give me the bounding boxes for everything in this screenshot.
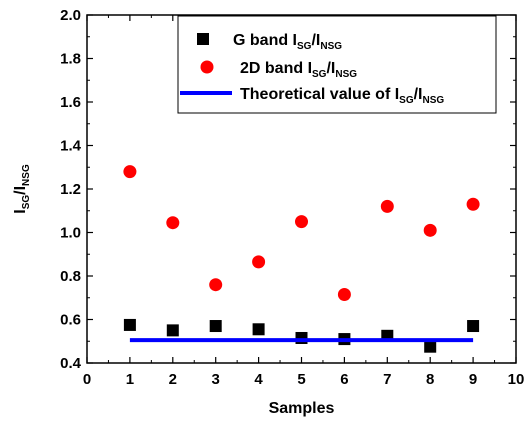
x-tick-label: 7 bbox=[383, 371, 391, 388]
legend-label-2d-band: 2D band ISG/INSG bbox=[240, 60, 357, 80]
2d-band-point bbox=[252, 255, 266, 269]
legend: G band ISG/INSG 2D band ISG/INSG Theoret… bbox=[177, 15, 497, 114]
x-tick-label: 0 bbox=[83, 371, 91, 388]
plot-area bbox=[123, 165, 480, 353]
x-tick-label: 8 bbox=[426, 371, 434, 388]
legend-box bbox=[177, 15, 497, 114]
y-axis-title: ISG/INSG bbox=[12, 164, 32, 214]
y-tick-label: 1.4 bbox=[60, 138, 82, 155]
2d-band-point bbox=[209, 278, 223, 292]
y-tick-label: 1.6 bbox=[60, 94, 81, 111]
g-band-point bbox=[252, 323, 265, 336]
x-tick-label: 5 bbox=[297, 371, 305, 388]
y-tick-label: 0.8 bbox=[60, 268, 81, 285]
2d-band-point bbox=[423, 223, 437, 237]
y-axis-title-main: I bbox=[12, 209, 29, 213]
legend-label-g-band: G band ISG/INSG bbox=[233, 32, 342, 52]
y-tick-label: 1.2 bbox=[60, 181, 81, 198]
y-tick-label: 1.8 bbox=[60, 51, 81, 68]
2d-band-point bbox=[166, 216, 180, 230]
y-tick-label: 1.0 bbox=[60, 225, 81, 242]
x-tick-label: 10 bbox=[508, 371, 525, 388]
2d-band-point bbox=[380, 199, 394, 213]
y-tick-label: 0.6 bbox=[60, 312, 81, 329]
2d-band-point bbox=[123, 165, 137, 179]
y-axis-title-sub2: NSG bbox=[21, 164, 32, 186]
x-tick-label: 4 bbox=[254, 371, 263, 388]
g-band-point bbox=[424, 340, 437, 353]
x-tick-label: 3 bbox=[212, 371, 220, 388]
legend-circle-marker bbox=[200, 60, 214, 74]
y-tick-label: 2.0 bbox=[60, 7, 81, 24]
x-axis-title: Samples bbox=[269, 400, 335, 417]
x-tick-label: 1 bbox=[126, 371, 134, 388]
g-band-point bbox=[295, 331, 308, 344]
y-axis-title-sep: /I bbox=[12, 186, 29, 195]
2d-band-point bbox=[337, 287, 351, 301]
x-tick-label: 9 bbox=[469, 371, 477, 388]
x-tick-label: 2 bbox=[169, 371, 177, 388]
legend-square-marker bbox=[197, 33, 209, 45]
legend-label-theoretical: Theoretical value of ISG/INSG bbox=[240, 86, 444, 106]
2d-band-point bbox=[466, 197, 480, 211]
y-axis-title-sub1: SG bbox=[21, 195, 32, 210]
y-tick-label: 0.4 bbox=[60, 355, 82, 372]
g-band-point bbox=[166, 324, 179, 337]
g-band-point bbox=[123, 318, 136, 331]
g-band-point bbox=[209, 320, 222, 333]
x-tick-label: 6 bbox=[340, 371, 348, 388]
g-band-point bbox=[467, 320, 480, 333]
2d-band-point bbox=[295, 215, 308, 229]
